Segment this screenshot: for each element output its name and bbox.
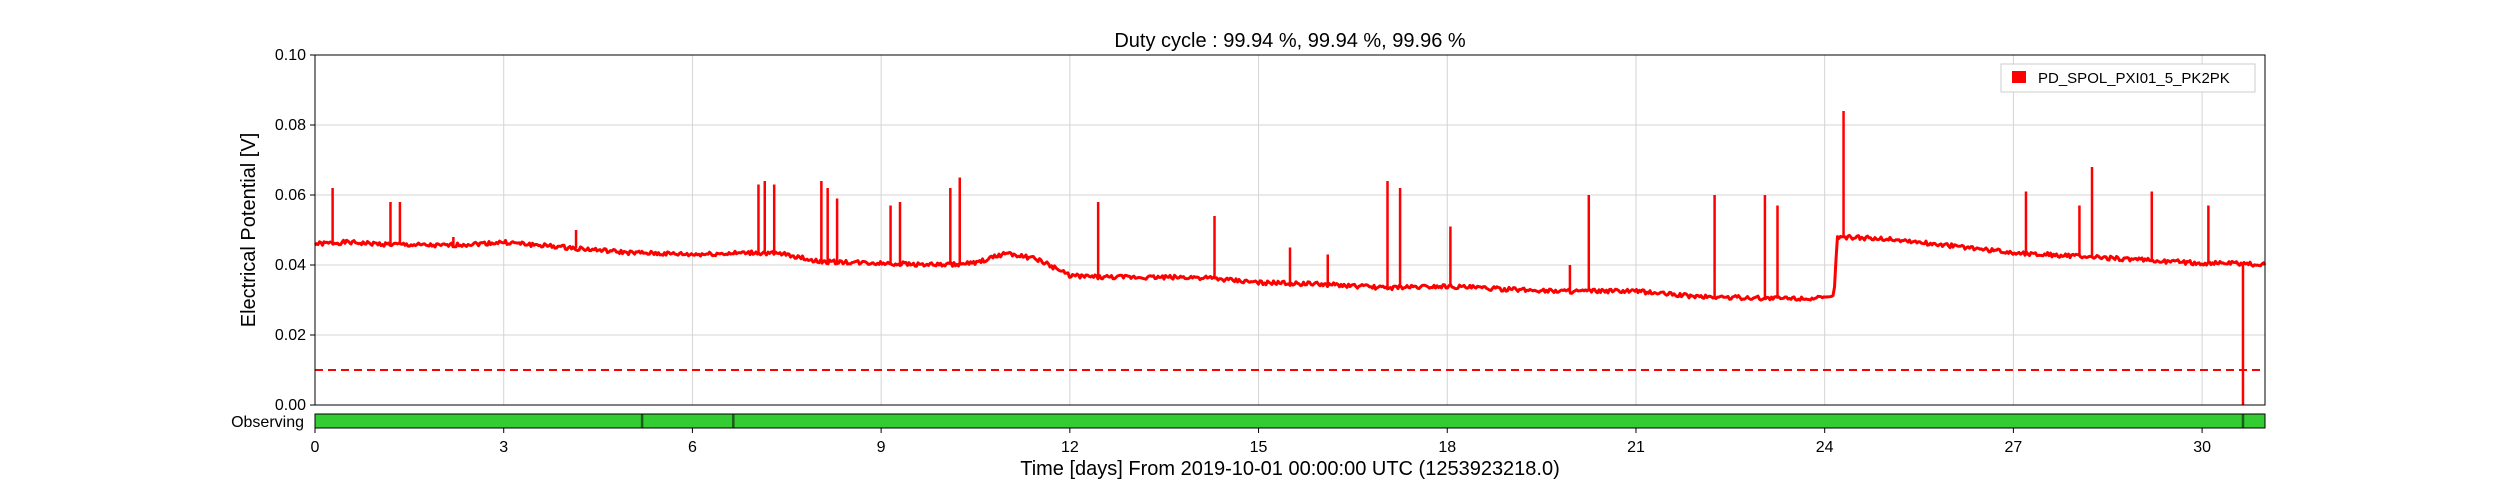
- x-tick-label: 9: [877, 439, 886, 456]
- x-axis-label: Time [days] From 2019-10-01 00:00:00 UTC…: [1020, 458, 1560, 480]
- x-tick-label: 12: [1061, 439, 1079, 456]
- x-tick-label: 0: [311, 439, 320, 456]
- x-tick-label: 24: [1816, 439, 1834, 456]
- legend-label: PD_SPOL_PXI01_5_PK2PK: [2038, 70, 2230, 87]
- chart-title: Duty cycle : 99.94 %, 99.94 %, 99.96 %: [1114, 30, 1466, 52]
- series-line: [314, 233, 2267, 302]
- state-bar-fill: [315, 414, 2265, 428]
- y-tick-label: 0.02: [275, 327, 306, 344]
- state-bar: [314, 413, 2266, 429]
- y-axis: 0.00 0.02 0.04 0.06 0.08 0.10: [275, 47, 315, 414]
- x-tick-label: 30: [2193, 439, 2211, 456]
- x-tick-label: 18: [1438, 439, 1456, 456]
- legend-swatch: [2012, 71, 2026, 83]
- state-bar-frame: [314, 413, 2266, 429]
- y-tick-label: 0.04: [275, 257, 306, 274]
- series-layer: [314, 111, 2267, 405]
- legend: PD_SPOL_PXI01_5_PK2PK: [2000, 63, 2256, 93]
- plot-frame: [314, 54, 2266, 406]
- y-tick-label: 0.00: [275, 397, 306, 414]
- y-tick-label: 0.08: [275, 117, 306, 134]
- x-tick-label: 6: [688, 439, 697, 456]
- grid: [314, 54, 2265, 406]
- x-tick-label: 15: [1250, 439, 1268, 456]
- y-tick-label: 0.10: [275, 47, 306, 64]
- x-axis: 0 3 6 9 12 15 18 21 24 27 30: [311, 428, 2211, 456]
- y-axis-label: Electrical Potential [V]: [238, 133, 260, 328]
- state-bar-label: Observing: [231, 414, 304, 431]
- x-tick-label: 3: [499, 439, 508, 456]
- x-tick-label: 21: [1627, 439, 1645, 456]
- legend-box: [2000, 63, 2256, 93]
- x-tick-label: 27: [2004, 439, 2022, 456]
- y-tick-label: 0.06: [275, 187, 306, 204]
